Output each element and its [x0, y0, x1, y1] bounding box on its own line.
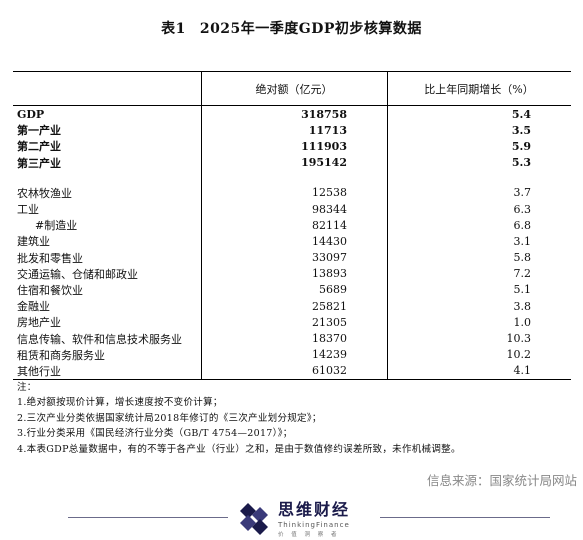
table-notes: 注： 1.绝对额按现价计算，增长速度按不变价计算； 2.三次产业分类依据国家统计…	[17, 380, 461, 457]
row-growth: 3.7	[513, 186, 532, 200]
row-value: 61032	[312, 364, 347, 378]
row-name: 金融业	[17, 300, 50, 314]
row-value: 14430	[312, 234, 347, 248]
note-item: 4.本表GDP总量数据中，有的不等于各产业（行业）之和，是由于数值修约误差所致，…	[17, 443, 461, 455]
brand-tagline: 价 值 洞 察 者	[278, 532, 340, 538]
row-name: 租赁和商务服务业	[17, 348, 105, 362]
source-caption: 信息来源：国家统计局网站	[426, 473, 577, 488]
table-body: GDP 318758 5.4 第一产业 11713 3.5 第二产业 111903 5.9 第三产…	[13, 106, 571, 379]
row-growth: 5.3	[511, 156, 531, 170]
row-gap	[13, 171, 571, 185]
header-rule	[13, 105, 571, 106]
row-name: 第一产业	[17, 124, 61, 138]
table-title: 表1 2025年一季度GDP初步核算数据	[0, 18, 583, 38]
row-value: 98344	[312, 202, 347, 216]
table-row: 金融业 25821 3.8	[13, 298, 571, 314]
row-value: 111903	[301, 139, 347, 153]
table-row: 第三产业 195142 5.3	[13, 155, 571, 171]
notes-heading: 注：	[17, 382, 37, 393]
row-name: 建筑业	[17, 235, 50, 249]
row-growth: 3.5	[511, 123, 531, 137]
row-name: 信息传输、软件和信息技术服务业	[17, 332, 182, 346]
table-header-row: 绝对额（亿元） 比上年同期增长（%）	[13, 72, 571, 105]
table-row: 房地产业 21305 1.0	[13, 314, 571, 330]
row-value: 13893	[312, 267, 347, 281]
brand-name-cn: 思维财经	[278, 500, 351, 519]
row-growth: 10.3	[506, 332, 532, 346]
row-name: GDP	[17, 107, 45, 121]
table-row: #制造业 82114 6.8	[13, 217, 571, 233]
table-row: 批发和零售业 33097 5.8	[13, 250, 571, 266]
note-item: 2.三次产业分类依据国家统计局2018年修订的《三次产业划分规定》；	[17, 412, 322, 424]
table-row: 住宿和餐饮业 5689 5.1	[13, 282, 571, 298]
row-name: #制造业	[35, 219, 78, 233]
table-bottom-rule	[13, 379, 571, 380]
row-growth: 5.8	[513, 251, 532, 265]
logo-divider-right	[380, 517, 550, 518]
row-value: 12538	[312, 186, 347, 200]
row-value: 5689	[319, 283, 347, 297]
table-row: GDP 318758 5.4	[13, 106, 571, 122]
row-value: 318758	[301, 107, 347, 121]
row-growth: 10.2	[506, 348, 532, 362]
row-name: 第三产业	[17, 156, 61, 170]
logo-divider-left	[68, 517, 228, 518]
table-row: 第一产业 11713 3.5	[13, 122, 571, 138]
table-row: 建筑业 14430 3.1	[13, 233, 571, 249]
header-value: 绝对额（亿元）	[255, 82, 333, 96]
note-item: 1.绝对额按现价计算，增长速度按不变价计算；	[17, 397, 223, 409]
row-growth: 5.9	[511, 139, 531, 153]
row-value: 33097	[312, 251, 347, 265]
row-value: 195142	[301, 156, 347, 170]
row-value: 14239	[312, 348, 347, 362]
row-value: 25821	[312, 299, 347, 313]
brand-name-en: ThinkingFinance	[278, 521, 350, 529]
brand-logo: 思维财经 ThinkingFinance 价 值 洞 察 者	[236, 496, 350, 538]
table-row: 交通运输、仓储和邮政业 13893 7.2	[13, 266, 571, 282]
row-name: 第二产业	[17, 140, 61, 154]
row-growth: 7.2	[513, 267, 532, 281]
row-name: 住宿和餐饮业	[17, 283, 83, 297]
row-value: 18370	[312, 332, 347, 346]
table-row: 信息传输、软件和信息技术服务业 18370 10.3	[13, 330, 571, 346]
note-item: 3.行业分类采用《国民经济行业分类（GB/T 4754—2017）》；	[17, 428, 293, 440]
table-row: 工业 98344 6.3	[13, 201, 571, 217]
row-name: 其他行业	[17, 364, 61, 378]
table-row: 农林牧渔业 12538 3.7	[13, 185, 571, 201]
table-row: 第二产业 111903 5.9	[13, 138, 571, 154]
row-value: 82114	[312, 218, 347, 232]
row-growth: 6.3	[513, 202, 532, 216]
row-name: 工业	[17, 203, 39, 217]
row-growth: 1.0	[513, 315, 532, 329]
row-growth: 3.8	[513, 299, 532, 313]
table-row: 租赁和商务服务业 14239 10.2	[13, 347, 571, 363]
row-growth: 3.1	[513, 234, 532, 248]
row-name: 批发和零售业	[17, 251, 83, 265]
brand-mark-icon	[240, 503, 268, 535]
row-name: 房地产业	[17, 316, 61, 330]
row-growth: 6.8	[513, 218, 532, 232]
table-top-rule	[13, 71, 571, 72]
gdp-table: 绝对额（亿元） 比上年同期增长（%） GDP 318758 5.4 第一产业 11713…	[13, 71, 571, 380]
row-value: 11713	[308, 123, 347, 137]
row-name: 交通运输、仓储和邮政业	[17, 267, 138, 281]
row-name: 农林牧渔业	[17, 186, 72, 200]
row-growth: 5.4	[511, 107, 531, 121]
header-growth: 比上年同期增长（%）	[424, 82, 534, 96]
table-title-text: 2025年一季度GDP初步核算数据	[199, 21, 422, 37]
row-growth: 4.1	[513, 364, 532, 378]
table-row: 其他行业 61032 4.1	[13, 363, 571, 379]
row-growth: 5.1	[513, 283, 532, 297]
table-number: 表1	[161, 21, 186, 37]
row-value: 21305	[312, 315, 347, 329]
